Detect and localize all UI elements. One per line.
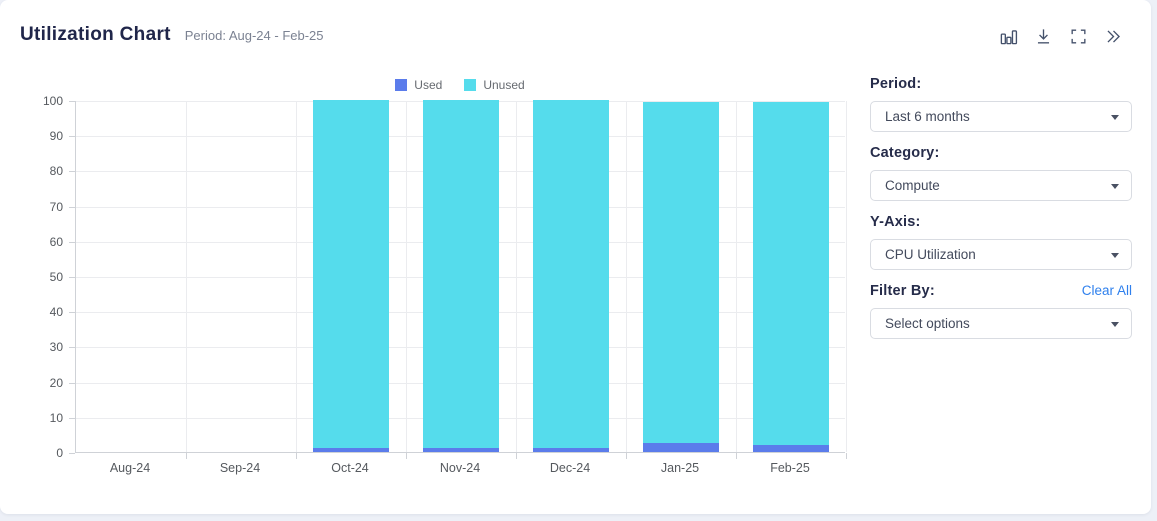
y-axis-label: 20 <box>49 375 63 390</box>
download-icon[interactable] <box>1033 26 1053 46</box>
bar-chart-icon[interactable] <box>998 26 1018 46</box>
gridline <box>516 101 517 452</box>
y-tick <box>69 453 75 454</box>
bar-segment-unused-dec-24[interactable] <box>533 100 609 449</box>
y-axis-label: 100 <box>42 94 63 108</box>
legend-swatch-unused <box>464 79 477 91</box>
x-axis-label: Oct-24 <box>331 461 369 475</box>
y-axis-label: 90 <box>49 129 63 144</box>
category-dropdown[interactable]: Compute <box>870 170 1132 201</box>
bar-segment-unused-nov-24[interactable] <box>423 100 499 449</box>
period-dropdown-value: Last 6 months <box>885 109 970 124</box>
filter-dropdown-value: Select options <box>885 316 970 331</box>
y-tick <box>69 382 75 384</box>
x-tick <box>516 453 517 459</box>
gridline <box>736 101 737 452</box>
legend-item-used[interactable]: Used <box>395 78 442 92</box>
period-dropdown[interactable]: Last 6 months <box>870 101 1132 132</box>
x-tick <box>406 453 407 459</box>
header-toolbar <box>998 26 1123 46</box>
x-axis-label: Dec-24 <box>549 461 591 475</box>
y-axis-label: 80 <box>49 164 63 179</box>
yaxis-dropdown[interactable]: CPU Utilization <box>870 239 1132 270</box>
x-tick <box>626 453 627 459</box>
y-tick <box>69 277 75 278</box>
collapse-panel-icon[interactable] <box>1103 26 1123 46</box>
x-axis-label: Nov-24 <box>439 461 481 475</box>
legend-swatch-used <box>395 79 408 91</box>
y-tick <box>69 241 75 243</box>
fullscreen-icon[interactable] <box>1068 26 1088 46</box>
bar-segment-used-jan-25[interactable] <box>643 443 719 452</box>
card-header: Utilization Chart Period: Aug-24 - Feb-2… <box>20 24 324 46</box>
plot-area <box>69 100 847 459</box>
yaxis-label: Y-Axis: <box>870 214 921 230</box>
legend-item-unused[interactable]: Unused <box>464 78 525 92</box>
y-axis-label: 30 <box>49 340 63 355</box>
y-axis-label: 60 <box>49 234 63 249</box>
bar-segment-unused-feb-25[interactable] <box>753 101 829 445</box>
gridline <box>296 101 297 452</box>
bar-segment-used-oct-24[interactable] <box>313 448 389 452</box>
chevron-down-icon <box>1111 252 1119 258</box>
y-axis-label: 10 <box>49 410 63 425</box>
x-axis-label: Aug-24 <box>109 461 151 475</box>
x-tick <box>846 453 847 459</box>
controls-panel: Period: Last 6 months Category: Compute … <box>870 76 1132 352</box>
y-axis-label: 50 <box>49 270 63 284</box>
chart-area: 0 10 20 30 40 50 60 70 80 90 100 Aug-24 Sep-24 Oct-24… <box>43 94 847 475</box>
y-tick <box>69 206 75 208</box>
x-axis-label: Sep-24 <box>219 461 261 475</box>
x-axis-label: Jan-25 <box>660 461 700 475</box>
y-tick <box>69 347 75 349</box>
chevron-down-icon <box>1111 114 1119 120</box>
y-tick <box>69 417 75 419</box>
x-tick <box>186 453 187 459</box>
clear-all-link[interactable]: Clear All <box>1081 283 1132 298</box>
period-subtitle: Period: Aug-24 - Feb-25 <box>184 28 324 43</box>
y-tick <box>69 312 75 314</box>
category-label: Category: <box>870 145 940 161</box>
y-axis-label: 70 <box>49 199 63 214</box>
bar-segment-used-dec-24[interactable] <box>533 448 609 452</box>
x-tick <box>736 453 737 459</box>
x-tick <box>296 453 297 459</box>
y-axis-label: 0 <box>56 446 63 460</box>
category-dropdown-value: Compute <box>885 178 940 193</box>
page-title: Utilization Chart <box>20 24 171 45</box>
y-tick <box>69 101 75 102</box>
period-label: Period: <box>870 76 922 92</box>
gridline <box>626 101 627 452</box>
gridline <box>406 101 407 452</box>
bar-segment-unused-jan-25[interactable] <box>643 101 719 444</box>
bar-segment-used-feb-25[interactable] <box>753 444 829 452</box>
chevron-down-icon <box>1111 183 1119 189</box>
gridline <box>186 101 187 452</box>
y-axis-label: 40 <box>49 305 63 320</box>
legend-label-used: Used <box>414 78 443 92</box>
chevron-down-icon <box>1111 321 1119 327</box>
legend-label-unused: Unused <box>483 78 525 92</box>
gridline <box>846 101 847 452</box>
yaxis-dropdown-value: CPU Utilization <box>885 247 976 262</box>
bar-segment-used-nov-24[interactable] <box>423 448 499 452</box>
y-tick <box>69 136 75 138</box>
filter-by-label: Filter By: <box>870 283 935 299</box>
x-axis-label: Feb-25 <box>770 461 810 475</box>
filter-dropdown[interactable]: Select options <box>870 308 1132 339</box>
chart-legend: Used Unused <box>75 78 845 92</box>
bar-segment-unused-oct-24[interactable] <box>313 100 389 449</box>
y-tick <box>69 171 75 173</box>
